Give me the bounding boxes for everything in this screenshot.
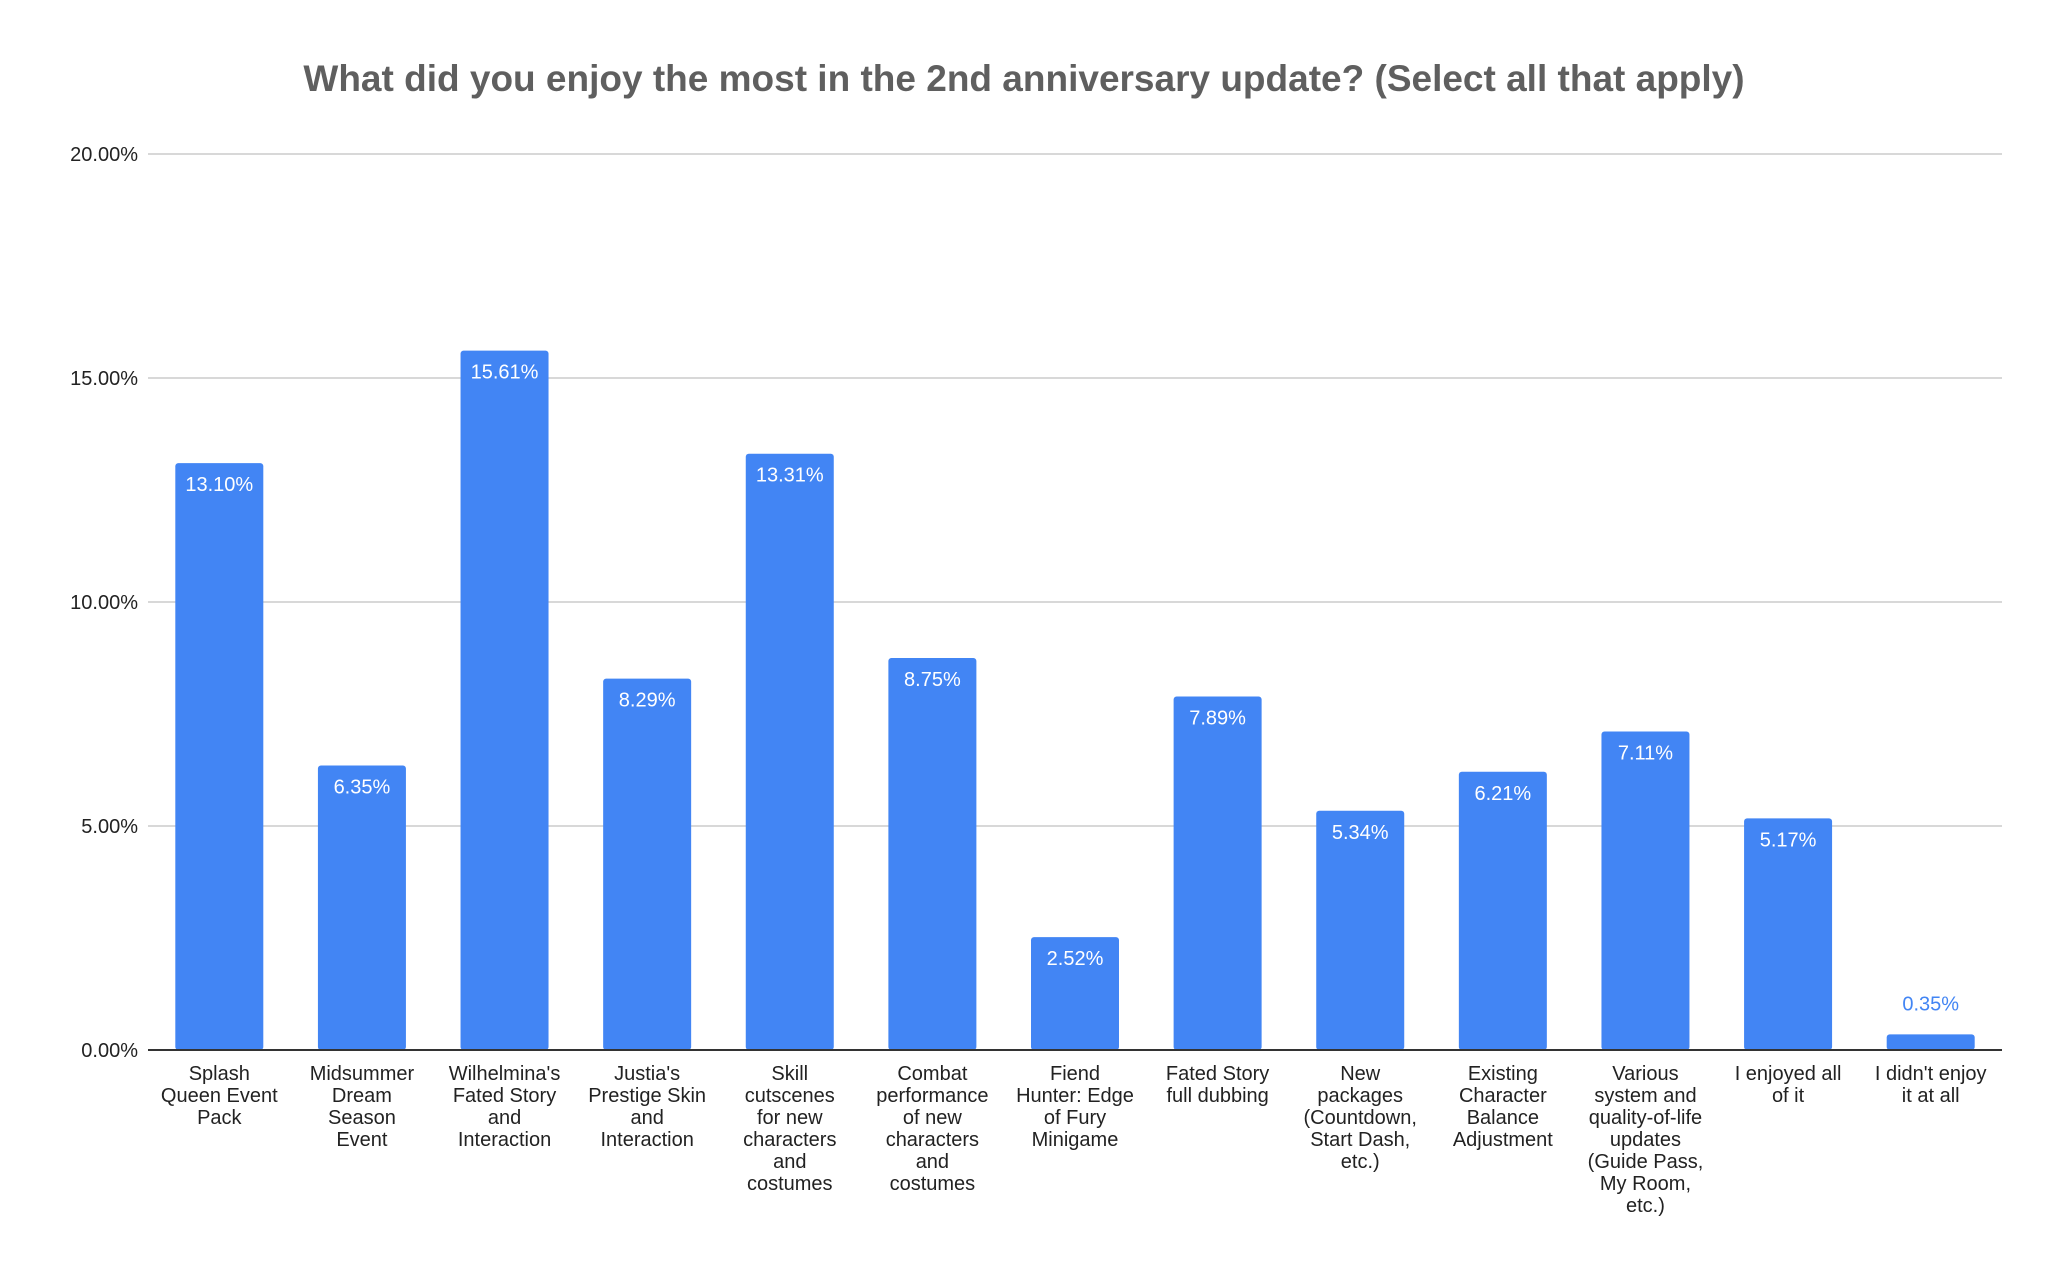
data-label: 0.35% [1902,993,1959,1015]
x-tick-label: characters [743,1129,836,1151]
x-tick-label: packages [1317,1085,1403,1107]
x-tick-label: Combat [897,1063,967,1085]
x-tick-label: performance [876,1085,988,1107]
data-label: 15.61% [471,362,539,384]
bar [1173,696,1262,1050]
y-tick-label: 15.00% [70,368,138,390]
data-label: 8.29% [619,690,676,712]
x-tick-label: of new [903,1107,962,1129]
x-tick-label: Various [1612,1063,1678,1085]
x-tick-label: and [773,1151,806,1173]
x-tick-label: Season [328,1107,396,1129]
y-tick-label: 0.00% [81,1040,138,1062]
x-tick-label: My Room, [1600,1173,1691,1195]
x-tick-label: Adjustment [1453,1129,1553,1151]
x-tick-label: Queen Event [161,1085,278,1107]
y-tick-label: 10.00% [70,592,138,614]
x-tick-label: Fated Story [453,1085,556,1107]
x-tick-label: Event [336,1129,388,1151]
bar [888,658,977,1050]
x-tick-label: updates [1610,1129,1681,1151]
data-label: 13.31% [756,465,824,487]
bar [317,765,406,1050]
x-tick-label: Justia's [614,1063,680,1085]
x-tick-label: system and [1594,1085,1696,1107]
data-label: 5.17% [1760,829,1817,851]
x-tick-label: it at all [1902,1085,1960,1107]
y-tick-label: 20.00% [70,144,138,166]
data-label: 7.11% [1618,742,1673,764]
x-tick-label: Prestige Skin [588,1085,706,1107]
x-tick-label: Dream [332,1085,392,1107]
x-tick-label: costumes [890,1173,976,1195]
x-tick-label: Pack [197,1107,242,1129]
x-tick-label: costumes [747,1173,833,1195]
data-label: 13.10% [185,474,253,496]
x-tick-label: and [916,1151,949,1173]
x-tick-label: Balance [1467,1107,1539,1129]
x-tick-label: (Countdown, [1304,1107,1417,1129]
bar [1458,771,1547,1050]
bar [1601,731,1690,1050]
data-label: 5.34% [1332,822,1389,844]
x-tick-label: characters [886,1129,979,1151]
bar [1886,1034,1975,1050]
x-tick-label: Minigame [1032,1129,1119,1151]
data-label: 6.35% [334,777,391,799]
x-tick-label: I enjoyed all [1735,1063,1842,1085]
x-tick-label: Character [1459,1085,1547,1107]
x-tick-label: Fated Story [1166,1063,1269,1085]
x-tick-label: Existing [1468,1063,1538,1085]
x-tick-label: Splash [189,1063,250,1085]
x-tick-label: Midsummer [310,1063,415,1085]
x-tick-label: for new [757,1107,823,1129]
x-tick-label: of Fury [1044,1107,1106,1129]
bar [745,453,834,1050]
x-tick-label: (Guide Pass, [1588,1151,1704,1173]
bar [460,350,549,1050]
x-tick-label: and [488,1107,521,1129]
bar [1744,818,1833,1050]
data-label: 7.89% [1189,708,1246,730]
x-tick-label: of it [1772,1085,1805,1107]
x-tick-label: Wilhelmina's [449,1063,561,1085]
bar [603,678,692,1050]
y-tick-label: 5.00% [81,816,138,838]
x-tick-label: and [630,1107,663,1129]
x-tick-label: cutscenes [745,1085,835,1107]
x-tick-label: quality-of-life [1589,1107,1702,1129]
x-tick-label: Interaction [458,1129,551,1151]
data-label: 2.52% [1047,948,1104,970]
data-label: 8.75% [904,669,961,691]
chart-title: What did you enjoy the most in the 2nd a… [303,58,1745,99]
x-tick-label: Interaction [600,1129,693,1151]
x-tick-label: I didn't enjoy [1875,1063,1987,1085]
x-tick-label: Start Dash, [1310,1129,1410,1151]
x-tick-label: New [1340,1063,1381,1085]
x-tick-label: Fiend [1050,1063,1100,1085]
x-tick-label: etc.) [1626,1195,1665,1217]
x-tick-label: full dubbing [1166,1085,1268,1107]
data-label: 6.21% [1474,783,1531,805]
bar [1031,937,1119,1050]
x-tick-label: Hunter: Edge [1016,1085,1134,1107]
bar [175,463,264,1050]
x-tick-label: etc.) [1341,1151,1380,1173]
x-tick-label: Skill [771,1063,808,1085]
bar [1316,810,1405,1050]
